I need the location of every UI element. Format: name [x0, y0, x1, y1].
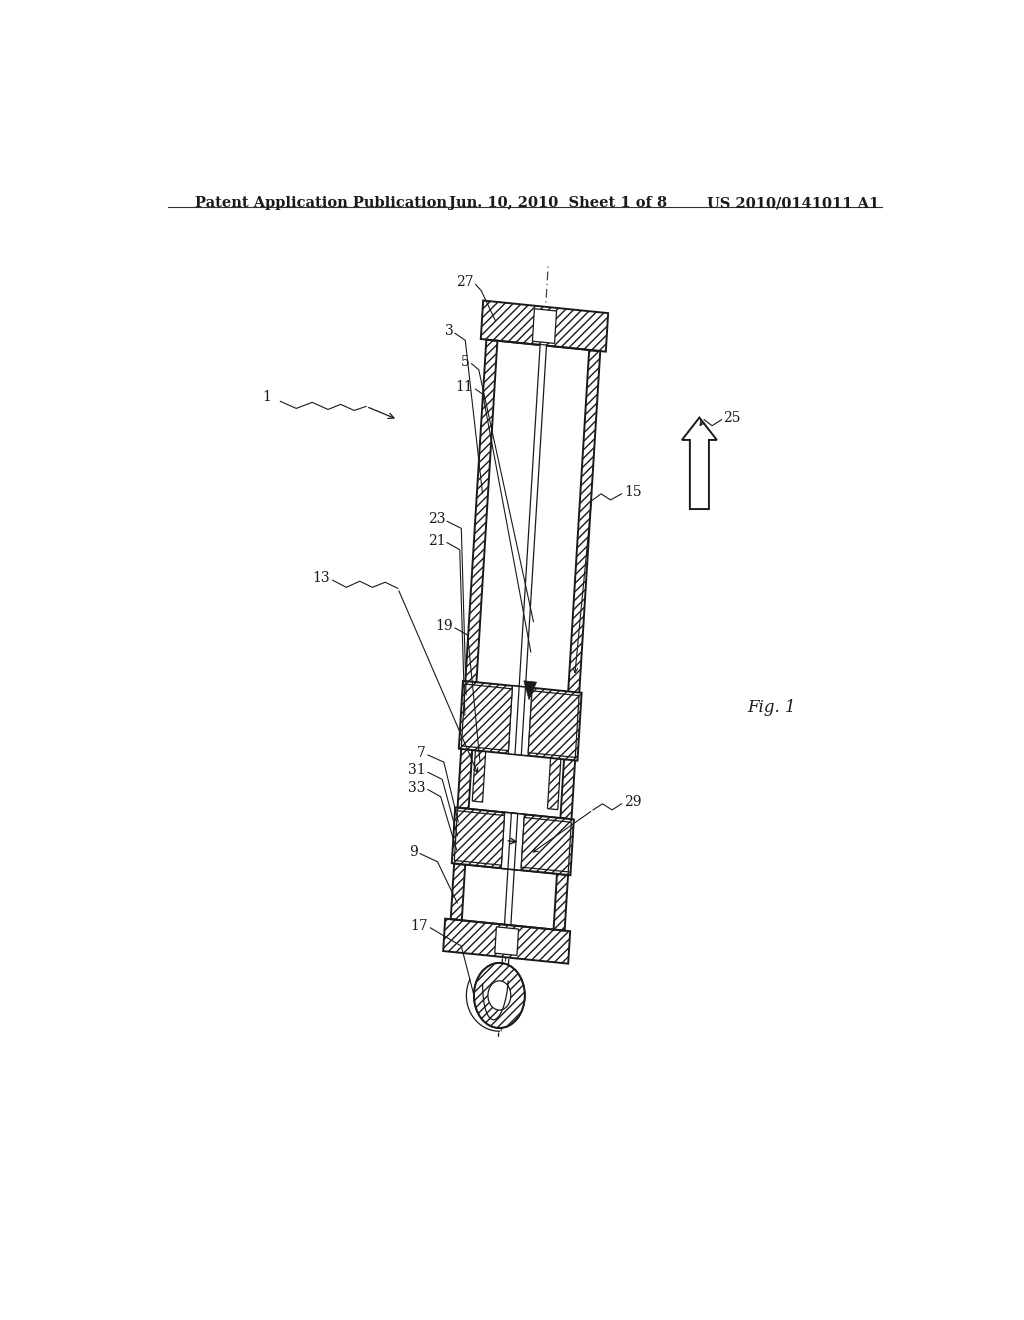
Text: 13: 13: [312, 572, 331, 585]
Text: 1: 1: [262, 391, 271, 404]
Polygon shape: [519, 345, 547, 688]
Polygon shape: [528, 690, 580, 758]
Polygon shape: [524, 681, 537, 700]
Polygon shape: [508, 686, 532, 755]
Circle shape: [474, 962, 524, 1028]
Text: 17: 17: [411, 919, 428, 933]
Text: 23: 23: [428, 512, 445, 527]
Polygon shape: [495, 927, 518, 956]
Text: US 2010/0141011 A1: US 2010/0141011 A1: [708, 195, 880, 210]
Polygon shape: [501, 813, 524, 870]
Text: 9: 9: [409, 845, 418, 858]
Polygon shape: [458, 339, 498, 809]
Text: 27: 27: [456, 276, 473, 289]
Polygon shape: [532, 309, 557, 343]
Polygon shape: [548, 758, 561, 809]
Text: Jun. 10, 2010  Sheet 1 of 8: Jun. 10, 2010 Sheet 1 of 8: [450, 195, 668, 210]
Circle shape: [487, 981, 511, 1010]
Polygon shape: [560, 350, 600, 820]
Text: 29: 29: [624, 795, 641, 809]
Text: 5: 5: [461, 355, 469, 368]
Polygon shape: [462, 684, 512, 751]
Polygon shape: [521, 817, 571, 873]
Text: 3: 3: [444, 325, 454, 338]
Text: 33: 33: [409, 780, 426, 795]
Text: Patent Application Publication: Patent Application Publication: [196, 195, 447, 210]
Polygon shape: [472, 750, 485, 803]
Polygon shape: [451, 863, 465, 920]
Polygon shape: [554, 874, 568, 931]
Polygon shape: [469, 341, 589, 818]
Polygon shape: [682, 417, 717, 510]
Polygon shape: [459, 681, 582, 760]
Polygon shape: [452, 808, 573, 875]
Circle shape: [474, 962, 524, 1028]
Polygon shape: [462, 865, 557, 929]
Text: 21: 21: [428, 533, 445, 548]
Text: 25: 25: [723, 411, 740, 425]
Text: 15: 15: [624, 484, 642, 499]
Polygon shape: [455, 810, 505, 865]
Text: Fig. 1: Fig. 1: [748, 698, 796, 715]
Text: 19: 19: [436, 619, 454, 634]
Text: 7: 7: [417, 746, 426, 760]
Text: 11: 11: [456, 380, 473, 395]
Polygon shape: [443, 919, 570, 964]
Polygon shape: [481, 301, 608, 351]
Polygon shape: [482, 751, 551, 809]
Text: 31: 31: [408, 763, 426, 777]
